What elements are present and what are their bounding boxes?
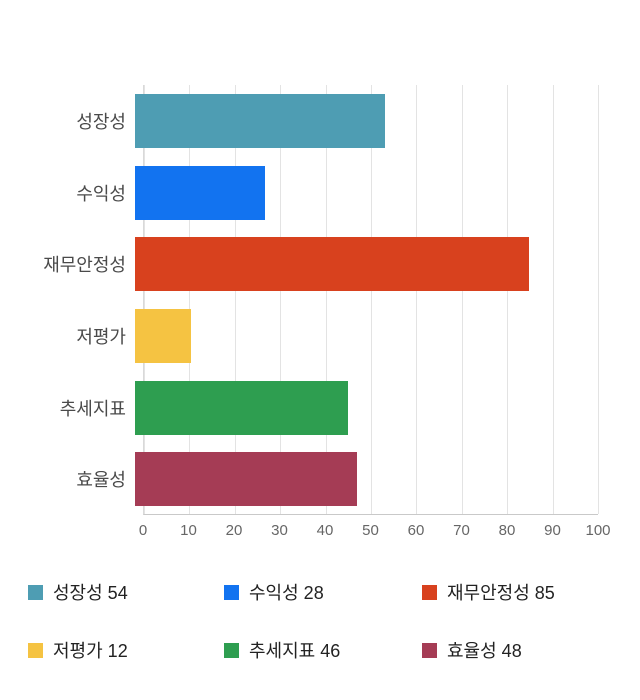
y-axis-label: 수익성 <box>76 183 126 204</box>
bar-track <box>135 308 598 363</box>
bar-track <box>135 380 598 435</box>
gridline <box>552 85 554 514</box>
y-axis-label: 재무안정성 <box>43 255 126 276</box>
bar <box>135 237 529 292</box>
x-axis-tick-label: 40 <box>316 522 334 539</box>
x-axis-tick-label: 70 <box>453 522 470 539</box>
bar-row: 추세지표 <box>0 372 598 444</box>
gridline <box>598 85 599 514</box>
legend-swatch-icon <box>28 642 43 658</box>
legend-label: 수익성 28 <box>249 583 324 603</box>
bar-row: 재무안정성 <box>0 228 598 300</box>
x-axis-tick-label: 10 <box>180 522 197 539</box>
x-axis-tick-label: 100 <box>585 522 611 539</box>
x-axis-tick-label: 90 <box>544 522 561 539</box>
legend-swatch-icon <box>422 642 437 658</box>
gridline <box>234 85 236 514</box>
bar <box>135 308 191 363</box>
legend-swatch-icon <box>224 584 239 600</box>
legend-swatch-icon <box>224 642 239 658</box>
legend-swatch-icon <box>28 584 43 600</box>
legend-label: 효율성 48 <box>447 641 522 661</box>
x-axis-tick-label: 0 <box>138 522 148 539</box>
legend-swatch-icon <box>422 584 437 600</box>
legend-item: 수익성 28 <box>224 580 422 604</box>
y-axis-label: 성장성 <box>76 111 126 132</box>
x-axis-tick-label: 60 <box>407 522 425 539</box>
bar <box>135 452 358 507</box>
bar-row: 효율성 <box>0 443 598 515</box>
bar-track <box>135 165 598 220</box>
gridline <box>144 85 145 514</box>
legend: 성장성 54 수익성 28 재무안정성 85 저평가 12 추세지표 46 효율성 48 <box>28 580 618 662</box>
legend-item: 효율성 48 <box>422 638 618 662</box>
gridline <box>189 85 191 514</box>
bar <box>135 93 386 148</box>
y-axis-label: 효율성 <box>76 470 126 491</box>
bar-track <box>135 237 598 292</box>
legend-label: 추세지표 46 <box>249 641 341 661</box>
legend-item: 추세지표 46 <box>224 638 422 662</box>
x-axis-tick-label: 30 <box>271 522 288 539</box>
legend-label: 성장성 54 <box>53 583 128 603</box>
gridline <box>507 85 509 514</box>
y-axis-label: 추세지표 <box>59 398 126 419</box>
bar <box>135 380 348 435</box>
plot-area <box>143 85 599 515</box>
bar-track <box>135 452 598 507</box>
gridline <box>280 85 282 514</box>
bar-row: 저평가 <box>0 300 598 372</box>
legend-item: 재무안정성 85 <box>422 580 618 604</box>
legend-label: 저평가 12 <box>53 641 128 661</box>
gridline <box>325 85 327 514</box>
x-axis: 0 10 20 30 40 50 60 70 80 90 100 <box>139 522 611 544</box>
x-axis-tick-label: 20 <box>225 522 243 539</box>
gridline <box>371 85 372 514</box>
x-axis-tick-label: 80 <box>498 522 516 539</box>
bar-track <box>135 93 598 148</box>
legend-item: 성장성 54 <box>28 580 224 604</box>
y-axis-label: 저평가 <box>76 326 126 347</box>
legend-item: 저평가 12 <box>28 638 224 662</box>
bar-row: 수익성 <box>0 157 598 229</box>
x-axis-tick-label: 50 <box>362 522 379 539</box>
gridline <box>416 85 418 514</box>
bar-row: 성장성 <box>0 85 598 157</box>
bar <box>135 165 265 220</box>
legend-label: 재무안정성 85 <box>447 583 555 603</box>
gridline <box>461 85 463 514</box>
